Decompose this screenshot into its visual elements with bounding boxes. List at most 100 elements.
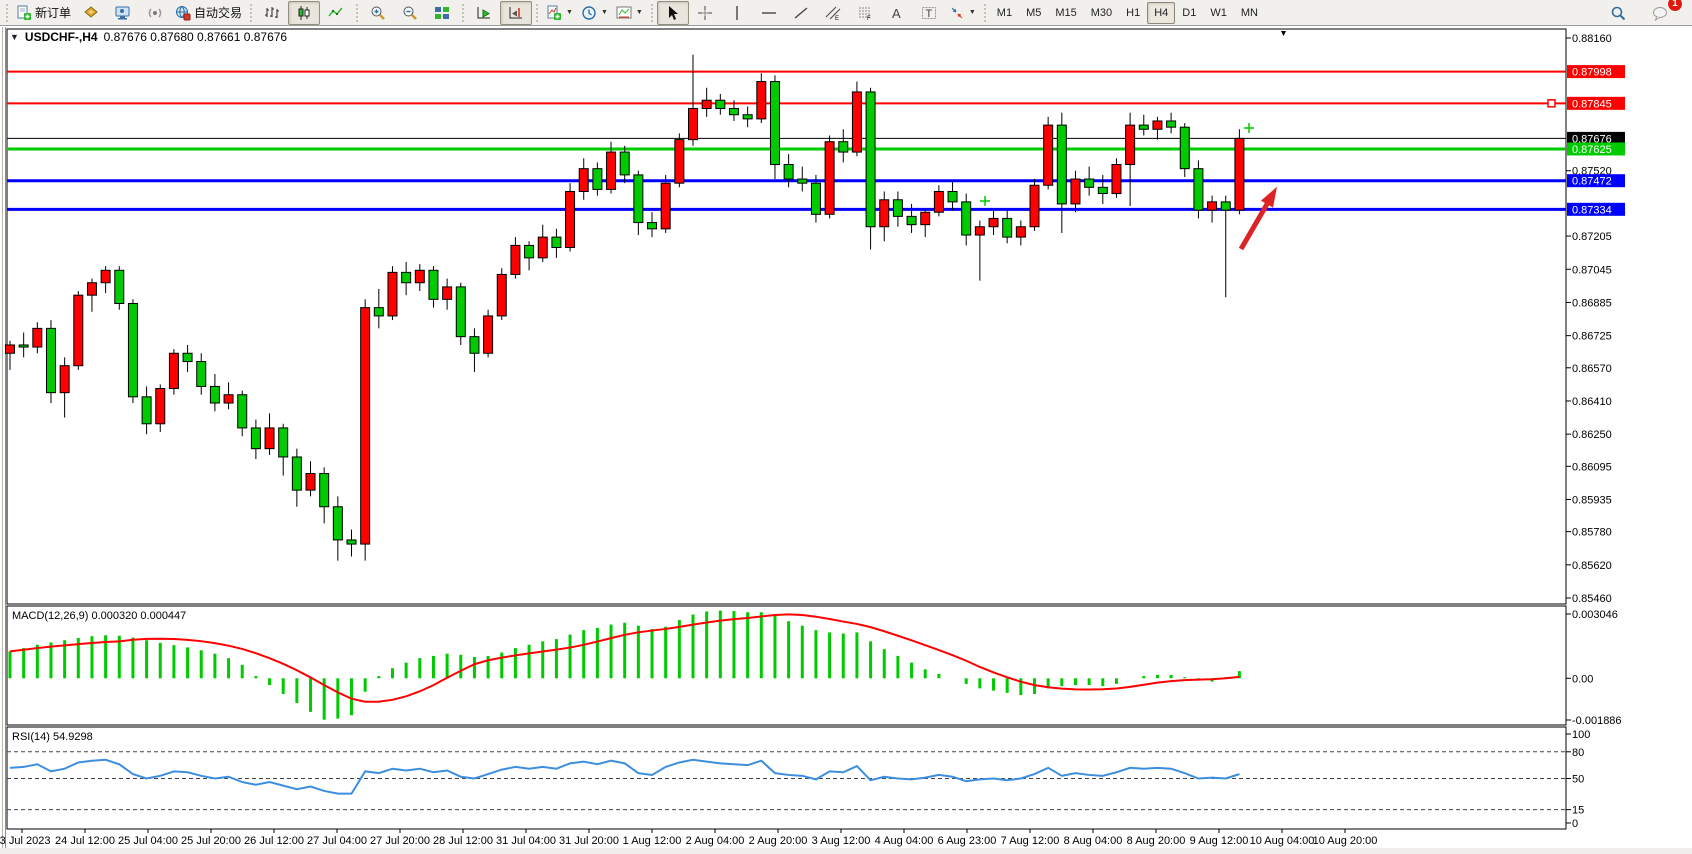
tab-timeframe-H4[interactable]: H4	[1147, 1, 1176, 24]
toolbar-button-hline[interactable]	[753, 1, 785, 25]
candle	[1152, 120, 1163, 130]
time-axis-label: 9 Aug 12:00	[1190, 835, 1249, 847]
fibonacci-icon: F	[857, 5, 873, 21]
toolbar-button-indicators[interactable]: ▼	[542, 1, 577, 25]
toolbar-button-vline[interactable]	[721, 1, 753, 25]
zoom-in-icon	[370, 5, 386, 21]
signal-icon	[147, 5, 163, 21]
time-axis-label: 2 Aug 20:00	[749, 835, 808, 847]
toolbar-separator	[460, 3, 467, 22]
candle	[387, 271, 398, 317]
candle	[1207, 201, 1218, 211]
toolbar-button-cursor[interactable]	[656, 0, 689, 25]
candle	[851, 91, 862, 153]
toolbar-button-terminal[interactable]	[107, 1, 139, 25]
arrows-icon	[949, 5, 965, 21]
candle	[182, 352, 193, 363]
svg-text:0.86410: 0.86410	[1572, 396, 1612, 408]
candle	[291, 456, 302, 491]
candle	[1166, 120, 1177, 128]
chart-shift-icon	[508, 5, 524, 21]
candle	[933, 190, 944, 213]
candle	[196, 361, 207, 387]
chart-symbol-header[interactable]: ▼ USDCHF-,H4 0.87676 0.87680 0.87661 0.8…	[10, 30, 287, 44]
toolbar-button-trendline[interactable]	[785, 1, 817, 25]
candle	[73, 294, 84, 367]
chevron-down-icon[interactable]: ▼	[600, 9, 608, 16]
tab-timeframe-M1[interactable]: M1	[996, 6, 1013, 19]
toolbar-button-template[interactable]: ▼	[612, 1, 647, 25]
toolbar-button-new-order[interactable]: 新订单	[12, 1, 75, 25]
candle	[1097, 186, 1108, 195]
toolbar-button-signal[interactable]	[139, 1, 171, 25]
chevron-down-icon[interactable]: ▼	[566, 9, 573, 16]
toolbar-button-search[interactable]	[1602, 1, 1634, 25]
candle	[769, 81, 780, 166]
candle	[783, 164, 794, 180]
svg-text:0.85935: 0.85935	[1572, 494, 1612, 506]
rsi-indicator: 100 80 50 150 RSI(14) 54.9298	[7, 729, 1590, 830]
svg-text:0.86250: 0.86250	[1572, 429, 1612, 441]
candle	[1029, 184, 1040, 228]
toolbar-button-chart-line[interactable]	[320, 1, 352, 25]
chart-shift-marker[interactable]	[1281, 31, 1286, 36]
toolbar-button-chart-bars[interactable]	[256, 1, 288, 25]
chart-panel[interactable]	[6, 605, 1567, 726]
toolbar-button-fibonacci[interactable]: F	[849, 1, 881, 25]
candle	[45, 327, 56, 394]
svg-text:T: T	[925, 8, 932, 20]
toolbar-button-text-label[interactable]: T	[913, 1, 945, 25]
svg-text:0.86885: 0.86885	[1572, 297, 1612, 309]
toolbar-button-periods[interactable]: ▼	[577, 1, 612, 25]
crosshair-icon	[697, 5, 713, 21]
chevron-down-icon[interactable]: ▼	[10, 32, 19, 42]
tab-timeframe-M5[interactable]: M5	[1026, 6, 1042, 19]
candle	[551, 236, 562, 248]
candle	[892, 199, 903, 217]
candle	[414, 269, 425, 284]
svg-text:0.86725: 0.86725	[1572, 331, 1612, 343]
toolbar-button-chat[interactable]: 1	[1644, 0, 1683, 25]
chevron-down-icon[interactable]: ▼	[635, 9, 643, 16]
toolbar-button-tile-windows[interactable]	[426, 1, 458, 25]
svg-text:80: 80	[1572, 747, 1584, 759]
tab-timeframe-W1[interactable]: W1	[1210, 6, 1227, 19]
level-price-label: 0.87625	[1572, 144, 1612, 156]
toolbar-button-auto-scroll[interactable]	[468, 1, 500, 25]
toolbar-button-text[interactable]: A	[881, 1, 913, 25]
chevron-down-icon[interactable]: ▼	[968, 9, 976, 16]
toolbar-button-channel[interactable]: E	[817, 1, 849, 25]
toolbar-button-zoom-in[interactable]	[362, 1, 394, 25]
tab-timeframe-MN[interactable]: MN	[1240, 6, 1258, 19]
candle	[974, 226, 985, 236]
tab-timeframe-M30[interactable]: M30	[1090, 6, 1113, 19]
toolbar-button-autotrade[interactable]: 自动交易	[171, 1, 246, 25]
tab-timeframe-M15[interactable]: M15	[1055, 6, 1077, 19]
candle	[1234, 137, 1245, 211]
toolbar-button-arrows[interactable]: ▼	[945, 1, 980, 25]
chart-panel[interactable]	[6, 28, 1567, 605]
candle	[810, 182, 821, 215]
tab-timeframe-H1[interactable]: H1	[1126, 6, 1141, 19]
annotation-arrow[interactable]	[1238, 202, 1270, 251]
candle	[141, 396, 152, 425]
toolbar-button-crosshair[interactable]	[689, 1, 721, 25]
trendline-icon	[793, 5, 809, 21]
toolbar-button-gold[interactable]	[75, 1, 107, 25]
toolbar-button-zoom-out[interactable]	[394, 1, 426, 25]
candle	[524, 244, 535, 259]
chat-icon	[1652, 5, 1668, 21]
tab-timeframe-D1[interactable]: D1	[1182, 6, 1197, 19]
candle	[483, 315, 494, 354]
time-axis-label: 25 Jul 04:00	[118, 835, 178, 847]
candle	[865, 91, 876, 228]
candle	[373, 307, 384, 317]
toolbar-button-chart-shift[interactable]	[500, 0, 533, 25]
new-order-label: 新订单	[35, 6, 72, 20]
candle	[906, 215, 917, 226]
search-icon	[1610, 5, 1626, 21]
toolbar-button-chart-candles[interactable]	[288, 0, 321, 25]
time-axis-label: 10 Aug 20:00	[1313, 835, 1378, 847]
annotation-arrow-head	[1260, 186, 1278, 208]
